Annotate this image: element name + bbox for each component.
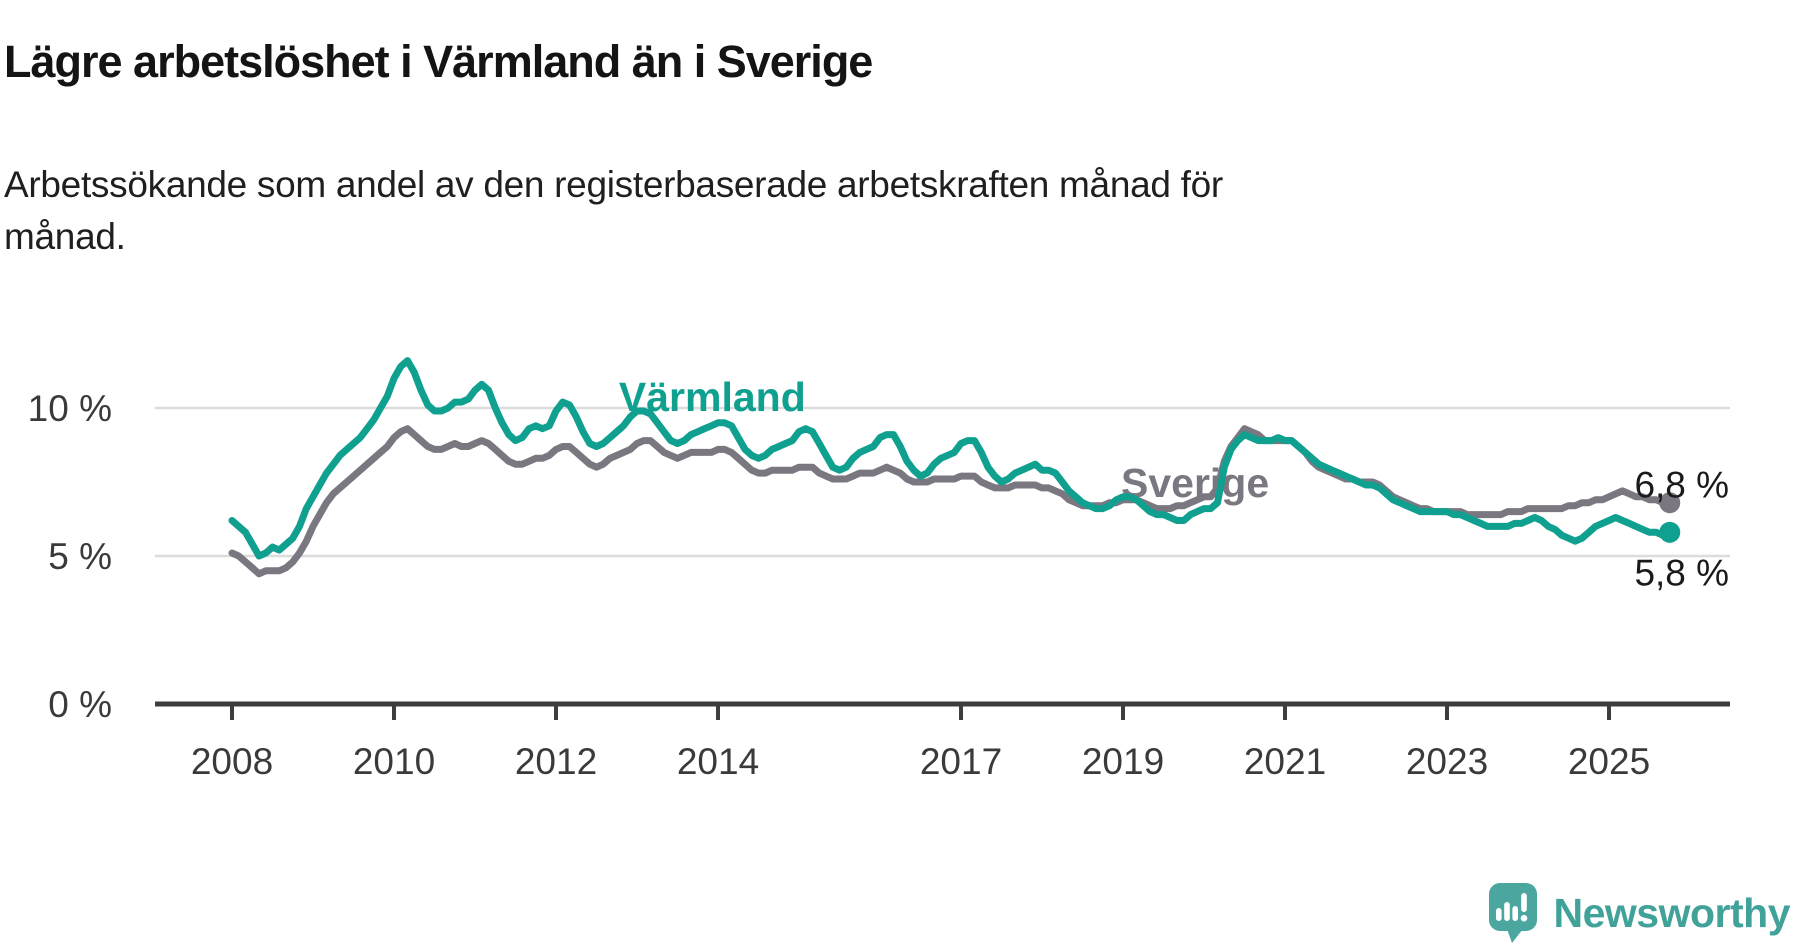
x-axis-label-2017: 2017	[920, 741, 1002, 782]
x-axis-label-2010: 2010	[353, 741, 435, 782]
chart-title: Lägre arbetslöshet i Värmland än i Sveri…	[4, 36, 873, 88]
subtitle-line-2: månad.	[4, 216, 126, 257]
y-axis-label-0: 0 %	[48, 684, 112, 725]
subtitle-line-1: Arbetssökande som andel av den registerb…	[4, 164, 1223, 205]
y-axis-label-10: 10 %	[28, 388, 112, 429]
x-axis-label-2008: 2008	[191, 741, 273, 782]
series-label-sverige: Sverige	[1121, 460, 1269, 506]
x-axis-label-2012: 2012	[515, 741, 597, 782]
y-axis-label-5: 5 %	[48, 536, 112, 577]
x-axis-label-2014: 2014	[677, 741, 759, 782]
series-label-värmland: Värmland	[619, 374, 806, 420]
series-line-värmland	[228, 357, 1674, 560]
series-end-value-värmland: 5,8 %	[1634, 552, 1729, 593]
series-end-value-sverige: 6,8 %	[1634, 465, 1729, 506]
series-end-dot-sverige	[1659, 492, 1681, 514]
series-end-dot-värmland	[1659, 521, 1681, 543]
brand-footer: Newsworthy	[1488, 883, 1791, 944]
x-axis-label-2023: 2023	[1406, 741, 1488, 782]
chart-subtitle: Arbetssökande som andel av den registerb…	[4, 159, 1223, 263]
brand-name: Newsworthy	[1553, 890, 1791, 936]
x-axis-label-2025: 2025	[1568, 741, 1650, 782]
x-axis-label-2019: 2019	[1082, 741, 1164, 782]
newsworthy-logo-icon	[1488, 883, 1537, 943]
x-axis-label-2021: 2021	[1244, 741, 1326, 782]
